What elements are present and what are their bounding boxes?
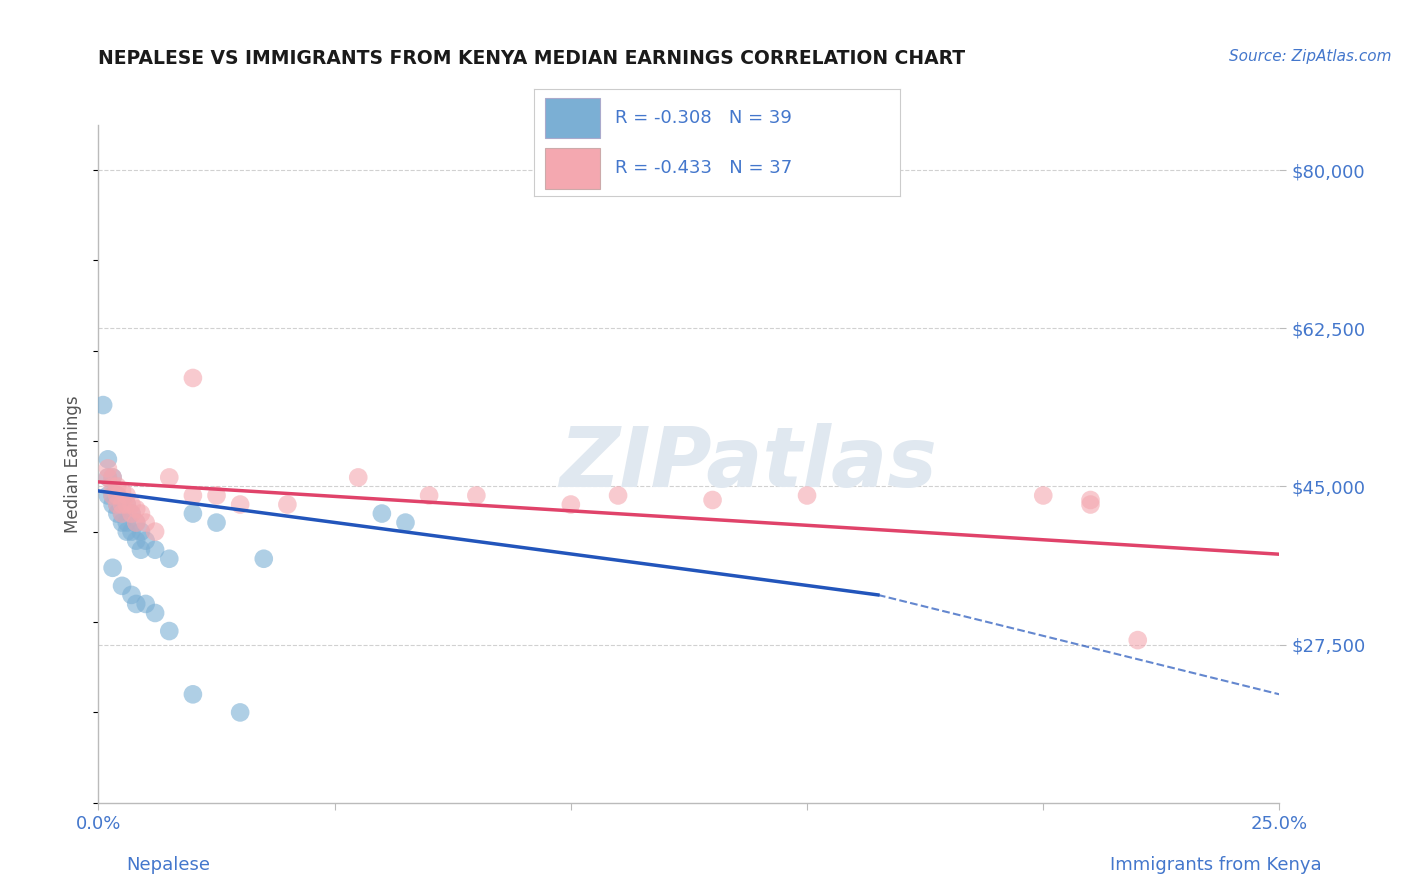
Point (181, 507, 204, 521)
Point (101, 470, 124, 484)
Point (101, 488, 124, 502)
Text: Nepalese: Nepalese (127, 855, 211, 873)
Point (125, 502, 148, 516)
Point (97, 470, 120, 484)
Point (1080, 498, 1102, 512)
Point (111, 579, 134, 593)
Point (101, 470, 124, 484)
Point (101, 561, 124, 575)
FancyBboxPatch shape (546, 98, 600, 138)
Point (111, 493, 134, 508)
Point (135, 533, 157, 548)
Y-axis label: Median Earnings: Median Earnings (65, 395, 83, 533)
Point (276, 498, 298, 512)
Point (205, 488, 228, 502)
Point (702, 493, 724, 508)
Point (105, 488, 128, 502)
Point (101, 479, 124, 493)
Point (143, 606, 166, 620)
Point (91, 398, 114, 412)
Point (121, 507, 143, 521)
Point (115, 498, 138, 512)
Point (115, 488, 138, 502)
Point (371, 507, 394, 521)
Point (97, 488, 120, 502)
Point (157, 624, 180, 638)
Point (135, 597, 157, 611)
Point (560, 498, 582, 512)
Point (181, 371, 204, 385)
Text: R = -0.433   N = 37: R = -0.433 N = 37 (614, 160, 792, 178)
Point (121, 507, 143, 521)
Point (97, 470, 120, 484)
Point (129, 542, 152, 557)
Point (111, 507, 134, 521)
Point (125, 597, 148, 611)
Point (394, 516, 416, 530)
Point (1126, 633, 1149, 648)
Text: Immigrants from Kenya: Immigrants from Kenya (1111, 855, 1322, 873)
Point (129, 507, 152, 521)
Point (181, 488, 204, 502)
Point (121, 588, 143, 602)
Point (111, 483, 134, 498)
Point (796, 488, 818, 502)
Text: NEPALESE VS IMMIGRANTS FROM KENYA MEDIAN EARNINGS CORRELATION CHART: NEPALESE VS IMMIGRANTS FROM KENYA MEDIAN… (98, 49, 966, 68)
Point (101, 498, 124, 512)
Point (129, 524, 152, 539)
Point (229, 706, 252, 720)
Point (143, 542, 166, 557)
Point (347, 470, 370, 484)
Text: R = -0.308   N = 39: R = -0.308 N = 39 (614, 109, 792, 127)
Point (157, 470, 180, 484)
Text: Source: ZipAtlas.com: Source: ZipAtlas.com (1229, 49, 1392, 64)
Point (105, 479, 128, 493)
Point (105, 488, 128, 502)
Point (1080, 493, 1102, 508)
Point (125, 516, 148, 530)
Text: ZIPatlas: ZIPatlas (560, 424, 936, 504)
Point (105, 507, 128, 521)
Point (418, 488, 440, 502)
Point (115, 524, 138, 539)
Point (125, 533, 148, 548)
Point (97, 461, 120, 475)
Point (115, 498, 138, 512)
Point (1032, 488, 1054, 502)
Point (135, 516, 157, 530)
Point (229, 498, 252, 512)
Point (607, 488, 630, 502)
Point (111, 498, 134, 512)
Point (115, 516, 138, 530)
Point (143, 524, 166, 539)
Point (157, 551, 180, 566)
Point (121, 498, 143, 512)
Point (105, 498, 128, 512)
Point (253, 551, 276, 566)
Point (101, 488, 124, 502)
Point (181, 687, 204, 701)
Point (205, 516, 228, 530)
Point (121, 524, 143, 539)
Point (111, 507, 134, 521)
Point (111, 516, 134, 530)
Point (125, 516, 148, 530)
FancyBboxPatch shape (546, 148, 600, 189)
Point (465, 488, 488, 502)
Point (97, 452, 120, 467)
Point (105, 498, 128, 512)
